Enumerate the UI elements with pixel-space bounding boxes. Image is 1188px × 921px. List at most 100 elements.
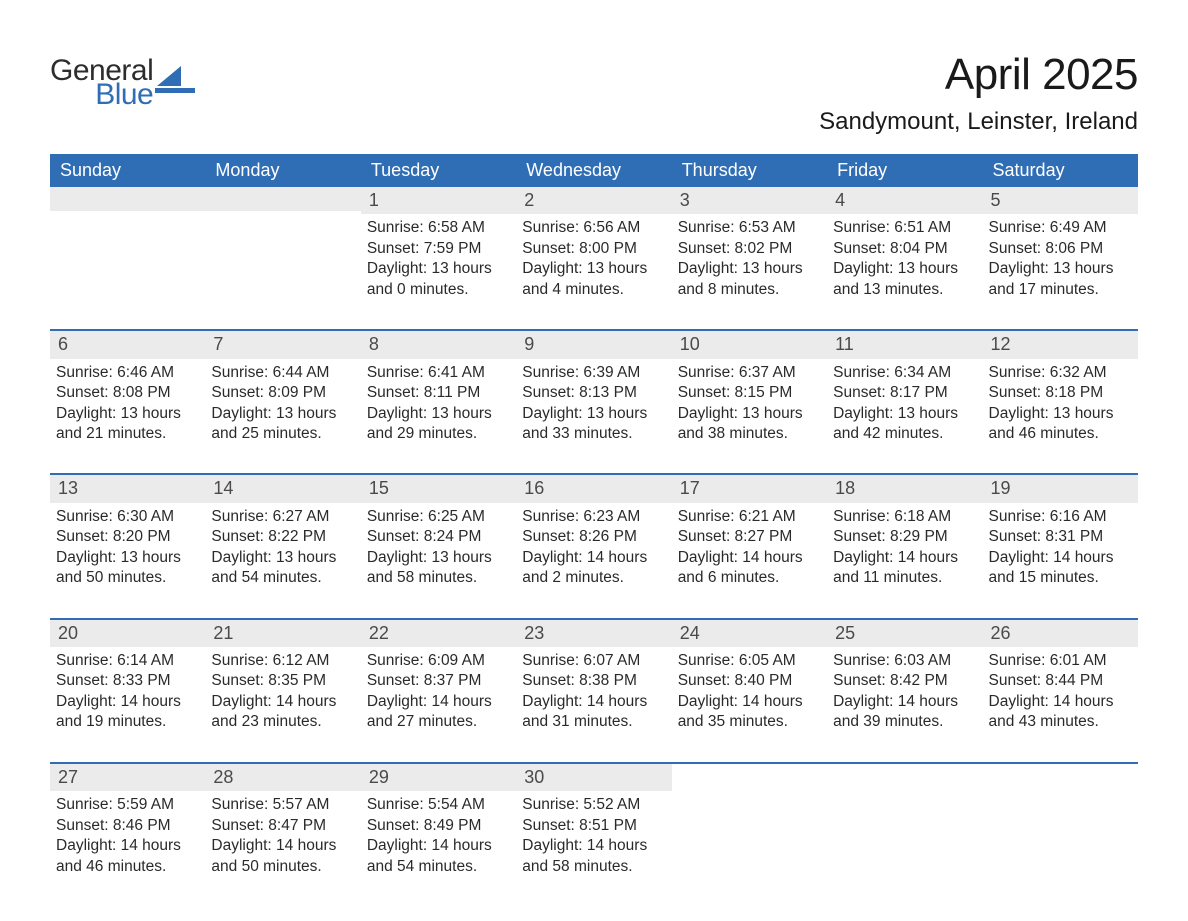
- day-d2: and 4 minutes.: [522, 280, 665, 300]
- day-cell: [50, 187, 205, 304]
- day-cell: 21Sunrise: 6:12 AMSunset: 8:35 PMDayligh…: [205, 619, 360, 737]
- day-sunrise: Sunrise: 5:52 AM: [522, 795, 665, 815]
- day-d1: Daylight: 13 hours: [522, 404, 665, 424]
- day-details: Sunrise: 6:34 AMSunset: 8:17 PMDaylight:…: [827, 359, 982, 449]
- day-d1: Daylight: 13 hours: [56, 548, 199, 568]
- day-sunset: Sunset: 8:15 PM: [678, 383, 821, 403]
- day-sunset: Sunset: 8:29 PM: [833, 527, 976, 547]
- weekday-header-row: Sunday Monday Tuesday Wednesday Thursday…: [50, 154, 1138, 187]
- day-sunset: Sunset: 8:37 PM: [367, 671, 510, 691]
- day-sunset: Sunset: 8:08 PM: [56, 383, 199, 403]
- day-cell: 17Sunrise: 6:21 AMSunset: 8:27 PMDayligh…: [672, 474, 827, 592]
- day-d2: and 39 minutes.: [833, 712, 976, 732]
- day-details: Sunrise: 6:07 AMSunset: 8:38 PMDaylight:…: [516, 647, 671, 737]
- brand-logo: General Blue: [50, 50, 195, 107]
- day-cell: 9Sunrise: 6:39 AMSunset: 8:13 PMDaylight…: [516, 330, 671, 448]
- day-number: 7: [205, 331, 360, 358]
- day-d1: Daylight: 14 hours: [522, 548, 665, 568]
- day-number: 3: [672, 187, 827, 214]
- day-sunset: Sunset: 7:59 PM: [367, 239, 510, 259]
- day-d2: and 58 minutes.: [522, 857, 665, 877]
- day-sunrise: Sunrise: 6:46 AM: [56, 363, 199, 383]
- day-d1: Daylight: 14 hours: [989, 692, 1132, 712]
- day-sunrise: Sunrise: 6:23 AM: [522, 507, 665, 527]
- day-sunset: Sunset: 8:51 PM: [522, 816, 665, 836]
- day-d2: and 38 minutes.: [678, 424, 821, 444]
- day-number: 15: [361, 475, 516, 502]
- day-sunrise: Sunrise: 6:25 AM: [367, 507, 510, 527]
- weekday-header: Monday: [205, 154, 360, 187]
- day-d1: Daylight: 14 hours: [989, 548, 1132, 568]
- spacer-row: [50, 448, 1138, 474]
- day-details: Sunrise: 6:09 AMSunset: 8:37 PMDaylight:…: [361, 647, 516, 737]
- day-d2: and 13 minutes.: [833, 280, 976, 300]
- day-d1: Daylight: 13 hours: [367, 548, 510, 568]
- day-sunset: Sunset: 8:13 PM: [522, 383, 665, 403]
- day-number: 14: [205, 475, 360, 502]
- day-sunrise: Sunrise: 6:51 AM: [833, 218, 976, 238]
- day-sunrise: Sunrise: 6:27 AM: [211, 507, 354, 527]
- day-d2: and 31 minutes.: [522, 712, 665, 732]
- day-cell: 26Sunrise: 6:01 AMSunset: 8:44 PMDayligh…: [983, 619, 1138, 737]
- day-number: 20: [50, 620, 205, 647]
- day-d1: Daylight: 13 hours: [678, 404, 821, 424]
- day-d2: and 2 minutes.: [522, 568, 665, 588]
- day-sunset: Sunset: 8:22 PM: [211, 527, 354, 547]
- day-d1: Daylight: 13 hours: [989, 259, 1132, 279]
- weekday-header: Friday: [827, 154, 982, 187]
- spacer-row: [50, 304, 1138, 330]
- day-details: Sunrise: 6:53 AMSunset: 8:02 PMDaylight:…: [672, 214, 827, 304]
- day-sunrise: Sunrise: 6:56 AM: [522, 218, 665, 238]
- day-number: 28: [205, 764, 360, 791]
- weekday-header: Thursday: [672, 154, 827, 187]
- day-details: Sunrise: 6:05 AMSunset: 8:40 PMDaylight:…: [672, 647, 827, 737]
- day-sunset: Sunset: 8:27 PM: [678, 527, 821, 547]
- day-d2: and 42 minutes.: [833, 424, 976, 444]
- day-d2: and 19 minutes.: [56, 712, 199, 732]
- day-sunrise: Sunrise: 6:30 AM: [56, 507, 199, 527]
- weekday-header: Saturday: [983, 154, 1138, 187]
- day-details: Sunrise: 6:18 AMSunset: 8:29 PMDaylight:…: [827, 503, 982, 593]
- day-details: Sunrise: 6:01 AMSunset: 8:44 PMDaylight:…: [983, 647, 1138, 737]
- day-cell: 20Sunrise: 6:14 AMSunset: 8:33 PMDayligh…: [50, 619, 205, 737]
- day-details: Sunrise: 6:16 AMSunset: 8:31 PMDaylight:…: [983, 503, 1138, 593]
- day-d2: and 23 minutes.: [211, 712, 354, 732]
- day-d2: and 33 minutes.: [522, 424, 665, 444]
- day-details: Sunrise: 6:03 AMSunset: 8:42 PMDaylight:…: [827, 647, 982, 737]
- day-d1: Daylight: 14 hours: [678, 692, 821, 712]
- day-number: 5: [983, 187, 1138, 214]
- day-sunset: Sunset: 8:17 PM: [833, 383, 976, 403]
- day-sunrise: Sunrise: 6:03 AM: [833, 651, 976, 671]
- calendar-table: Sunday Monday Tuesday Wednesday Thursday…: [50, 154, 1138, 881]
- day-number: 29: [361, 764, 516, 791]
- weekday-header: Wednesday: [516, 154, 671, 187]
- day-sunset: Sunset: 8:24 PM: [367, 527, 510, 547]
- day-sunrise: Sunrise: 6:18 AM: [833, 507, 976, 527]
- weekday-header: Sunday: [50, 154, 205, 187]
- day-number: 16: [516, 475, 671, 502]
- day-details: Sunrise: 6:39 AMSunset: 8:13 PMDaylight:…: [516, 359, 671, 449]
- day-details: Sunrise: 6:27 AMSunset: 8:22 PMDaylight:…: [205, 503, 360, 593]
- day-d1: Daylight: 14 hours: [367, 836, 510, 856]
- day-cell: 27Sunrise: 5:59 AMSunset: 8:46 PMDayligh…: [50, 763, 205, 881]
- day-d2: and 6 minutes.: [678, 568, 821, 588]
- day-cell: 25Sunrise: 6:03 AMSunset: 8:42 PMDayligh…: [827, 619, 982, 737]
- day-sunrise: Sunrise: 6:39 AM: [522, 363, 665, 383]
- day-d1: Daylight: 14 hours: [522, 692, 665, 712]
- day-sunrise: Sunrise: 6:41 AM: [367, 363, 510, 383]
- week-row: 20Sunrise: 6:14 AMSunset: 8:33 PMDayligh…: [50, 619, 1138, 737]
- day-details: Sunrise: 6:51 AMSunset: 8:04 PMDaylight:…: [827, 214, 982, 304]
- day-d1: Daylight: 13 hours: [367, 404, 510, 424]
- day-cell: 10Sunrise: 6:37 AMSunset: 8:15 PMDayligh…: [672, 330, 827, 448]
- day-sunset: Sunset: 8:47 PM: [211, 816, 354, 836]
- day-cell: 2Sunrise: 6:56 AMSunset: 8:00 PMDaylight…: [516, 187, 671, 304]
- day-cell: 28Sunrise: 5:57 AMSunset: 8:47 PMDayligh…: [205, 763, 360, 881]
- day-cell: 23Sunrise: 6:07 AMSunset: 8:38 PMDayligh…: [516, 619, 671, 737]
- day-cell: [983, 763, 1138, 881]
- day-number: 30: [516, 764, 671, 791]
- day-details: Sunrise: 6:14 AMSunset: 8:33 PMDaylight:…: [50, 647, 205, 737]
- day-cell: 30Sunrise: 5:52 AMSunset: 8:51 PMDayligh…: [516, 763, 671, 881]
- day-details: Sunrise: 6:49 AMSunset: 8:06 PMDaylight:…: [983, 214, 1138, 304]
- day-number: 11: [827, 331, 982, 358]
- week-row: 27Sunrise: 5:59 AMSunset: 8:46 PMDayligh…: [50, 763, 1138, 881]
